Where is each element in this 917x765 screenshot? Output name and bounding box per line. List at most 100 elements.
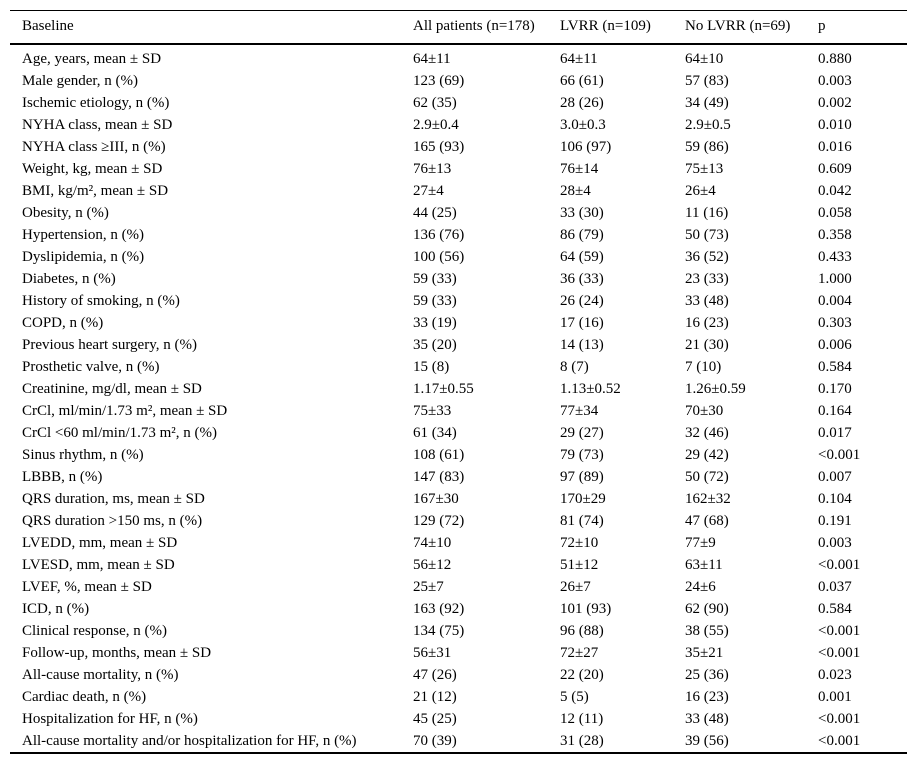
no-lvrr-value: 59 (86): [685, 138, 729, 155]
table-row: Hospitalization for HF, n (%) 45 (25) 12 (…: [10, 708, 907, 730]
header-row: Baseline All patients (n=178) LVRR (n=10…: [10, 10, 907, 45]
no-lvrr-value: 50 (73): [685, 226, 729, 243]
row-label: Creatinine, mg/dl, mean ± SD: [22, 380, 202, 397]
lvrr-value: 26±7: [560, 578, 591, 595]
table-row: Follow-up, months, mean ± SD 56±31 72±27 35…: [10, 642, 907, 664]
table-row: Age, years, mean ± SD 64±11 64±11 64±10 0.88…: [10, 44, 907, 70]
lvrr-value: 96 (88): [560, 622, 604, 639]
no-lvrr-value: 34 (49): [685, 94, 729, 111]
p-value: 0.023: [818, 666, 852, 683]
lvrr-value: 81 (74): [560, 512, 604, 529]
table-row: NYHA class ≥III, n (%) 165 (93) 106 (97) 59…: [10, 136, 907, 158]
p-value: <0.001: [818, 446, 861, 463]
table-row: Male gender, n (%) 123 (69) 66 (61) 57 (83)…: [10, 70, 907, 92]
row-label: QRS duration, ms, mean ± SD: [22, 490, 205, 507]
row-label: Follow-up, months, mean ± SD: [22, 644, 212, 661]
table-row: All-cause mortality and/or hospitalizati…: [10, 730, 907, 753]
p-value: 0.006: [818, 336, 852, 353]
all-patients-value: 33 (19): [413, 314, 457, 331]
lvrr-value: 33 (30): [560, 204, 604, 221]
all-patients-value: 136 (76): [413, 226, 465, 243]
all-patients-value: 134 (75): [413, 622, 465, 639]
no-lvrr-value: 38 (55): [685, 622, 729, 639]
table-row: COPD, n (%) 33 (19) 17 (16) 16 (23) 0.303: [10, 312, 907, 334]
all-patients-value: 62 (35): [413, 94, 457, 111]
row-label: Diabetes, n (%): [22, 270, 116, 287]
lvrr-value: 79 (73): [560, 446, 604, 463]
lvrr-value: 5 (5): [560, 688, 589, 705]
no-lvrr-value: 16 (23): [685, 688, 729, 705]
row-label: Age, years, mean ± SD: [22, 50, 162, 67]
all-patients-value: 59 (33): [413, 292, 457, 309]
no-lvrr-value: 64±10: [685, 50, 724, 67]
row-label: Previous heart surgery, n (%): [22, 336, 197, 353]
all-patients-value: 56±31: [413, 644, 452, 661]
table-row: LVEF, %, mean ± SD 25±7 26±7 24±6 0.037: [10, 576, 907, 598]
lvrr-value: 64 (59): [560, 248, 604, 265]
table-row: All-cause mortality, n (%) 47 (26) 22 (20)…: [10, 664, 907, 686]
all-patients-value: 70 (39): [413, 732, 457, 749]
p-value: 0.001: [818, 688, 852, 705]
row-label: COPD, n (%): [22, 314, 104, 331]
p-value: <0.001: [818, 732, 861, 749]
no-lvrr-value: 63±11: [685, 556, 723, 573]
all-patients-value: 129 (72): [413, 512, 465, 529]
table-row: Prosthetic valve, n (%) 15 (8) 8 (7) 7 (10)…: [10, 356, 907, 378]
table-row: LBBB, n (%) 147 (83) 97 (89) 50 (72) 0.007: [10, 466, 907, 488]
lvrr-value: 8 (7): [560, 358, 589, 375]
table-row: Obesity, n (%) 44 (25) 33 (30) 11 (16) 0.058: [10, 202, 907, 224]
no-lvrr-value: 24±6: [685, 578, 716, 595]
all-patients-value: 147 (83): [413, 468, 465, 485]
no-lvrr-value: 57 (83): [685, 72, 729, 89]
all-patients-value: 35 (20): [413, 336, 457, 353]
table-row: NYHA class, mean ± SD 2.9±0.4 3.0±0.3 2.9±0…: [10, 114, 907, 136]
row-label: LVEF, %, mean ± SD: [22, 578, 152, 595]
no-lvrr-value: 50 (72): [685, 468, 729, 485]
p-value: 0.016: [818, 138, 852, 155]
table-row: Clinical response, n (%) 134 (75) 96 (88) 3…: [10, 620, 907, 642]
lvrr-value: 86 (79): [560, 226, 604, 243]
p-value: 0.609: [818, 160, 852, 177]
all-patients-value: 100 (56): [413, 248, 465, 265]
p-value: 0.358: [818, 226, 852, 243]
table-row: LVESD, mm, mean ± SD 56±12 51±12 63±11 <0.00…: [10, 554, 907, 576]
row-label: LVESD, mm, mean ± SD: [22, 556, 175, 573]
lvrr-value: 14 (13): [560, 336, 604, 353]
p-value: 0.003: [818, 72, 852, 89]
row-label: Clinical response, n (%): [22, 622, 167, 639]
no-lvrr-value: 36 (52): [685, 248, 729, 265]
lvrr-value: 72±10: [560, 534, 599, 551]
all-patients-value: 45 (25): [413, 710, 457, 727]
no-lvrr-value: 2.9±0.5: [685, 116, 731, 133]
no-lvrr-value: 11 (16): [685, 204, 729, 221]
p-value: 0.104: [818, 490, 852, 507]
p-value: 0.058: [818, 204, 852, 221]
row-label: NYHA class, mean ± SD: [22, 116, 173, 133]
no-lvrr-value: 39 (56): [685, 732, 729, 749]
all-patients-value: 2.9±0.4: [413, 116, 459, 133]
no-lvrr-value: 26±4: [685, 182, 716, 199]
all-patients-value: 108 (61): [413, 446, 465, 463]
lvrr-value: 26 (24): [560, 292, 604, 309]
column-header-p-value: p: [818, 10, 907, 45]
lvrr-value: 101 (93): [560, 600, 612, 617]
table-row: BMI, kg/m², mean ± SD 27±4 28±4 26±4 0.042: [10, 180, 907, 202]
lvrr-value: 77±34: [560, 402, 599, 419]
no-lvrr-value: 1.26±0.59: [685, 380, 746, 397]
all-patients-value: 25±7: [413, 578, 444, 595]
p-value: 0.002: [818, 94, 852, 111]
all-patients-value: 76±13: [413, 160, 452, 177]
row-label: CrCl, ml/min/1.73 m², mean ± SD: [22, 402, 228, 419]
table-row: LVEDD, mm, mean ± SD 74±10 72±10 77±9 0.003: [10, 532, 907, 554]
lvrr-value: 66 (61): [560, 72, 604, 89]
no-lvrr-value: 70±30: [685, 402, 724, 419]
all-patients-value: 74±10: [413, 534, 452, 551]
table-row: Dyslipidemia, n (%) 100 (56) 64 (59) 36 (52…: [10, 246, 907, 268]
no-lvrr-value: 62 (90): [685, 600, 729, 617]
all-patients-value: 75±33: [413, 402, 452, 419]
row-label: Dyslipidemia, n (%): [22, 248, 145, 265]
all-patients-value: 56±12: [413, 556, 452, 573]
table-row: ICD, n (%) 163 (92) 101 (93) 62 (90) 0.584: [10, 598, 907, 620]
row-label: All-cause mortality, n (%): [22, 666, 179, 683]
p-value: <0.001: [818, 644, 861, 661]
